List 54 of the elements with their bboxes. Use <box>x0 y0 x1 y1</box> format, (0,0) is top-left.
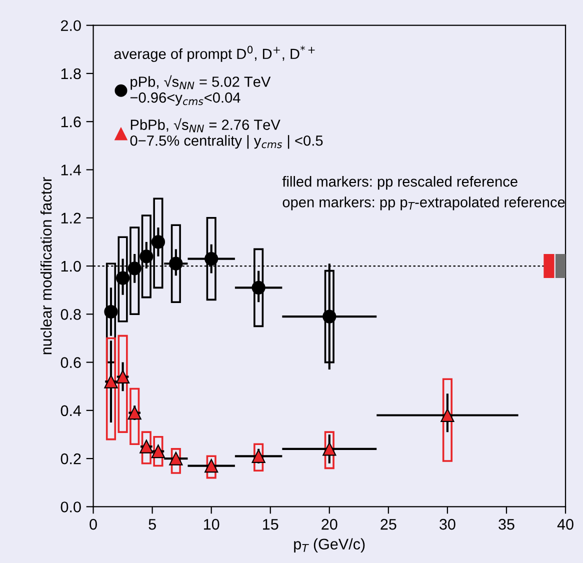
point <box>128 406 142 420</box>
x-axis-title: p$_{T}$ (GeV/c) <box>294 538 365 553</box>
x-tick-label: 10 <box>204 518 220 530</box>
y-tick-label: 0.6 <box>60 357 81 368</box>
x-tick-label: 0 <box>90 518 97 530</box>
legend-label: PbPb, √s$_{NN}$ = 2.76 TeV 0−7.5% centrality | y$_{cms}$ | <0.5 <box>130 118 323 149</box>
point <box>322 442 336 456</box>
x-tick-label: 30 <box>440 518 456 530</box>
point <box>204 252 218 266</box>
bar <box>170 448 181 474</box>
point <box>116 370 130 384</box>
point <box>252 280 266 294</box>
bar <box>544 254 554 278</box>
y-tick-label: 1.6 <box>61 116 81 128</box>
point <box>204 458 218 473</box>
y-tick-label: 0.4 <box>60 405 82 416</box>
point <box>151 444 166 458</box>
bar <box>206 455 216 479</box>
annotation: open markers: pp p$_{T}$-extrapolated reference <box>282 196 565 210</box>
point <box>140 250 154 264</box>
point <box>116 271 130 285</box>
x-tick-label: 20 <box>322 518 338 530</box>
point <box>104 374 118 388</box>
point <box>128 262 142 276</box>
point <box>104 304 118 319</box>
x-tick-label: 35 <box>498 518 514 530</box>
y-axis-title: nuclear modification factor <box>40 177 52 354</box>
point <box>322 310 336 324</box>
bar <box>170 224 181 304</box>
point <box>140 440 154 454</box>
point <box>169 256 183 270</box>
x-tick-label: 40 <box>557 518 574 530</box>
legend-title: average of prompt D$^{0}$, D$^{+}$, D$^{*+}$ <box>114 46 315 62</box>
y-tick-label: 1.4 <box>61 164 82 176</box>
y-tick-label: 2.0 <box>61 20 81 32</box>
y-tick-label: 1.8 <box>61 68 81 80</box>
y-tick-label: 0.0 <box>60 502 81 512</box>
bar <box>555 254 566 278</box>
y-tick-label: 0.2 <box>60 453 81 464</box>
bar <box>324 431 334 470</box>
annotation: filled markers: pp rescaled reference <box>282 176 518 190</box>
point <box>252 449 266 463</box>
point <box>169 452 183 466</box>
y-tick-label: 0.8 <box>60 309 81 320</box>
x-tick-label: 25 <box>380 518 396 530</box>
point <box>151 235 166 249</box>
x-tick-label: 15 <box>263 519 278 530</box>
y-tick-label: 1.0 <box>61 260 81 272</box>
x-tick-label: 5 <box>148 519 156 530</box>
bar <box>254 443 264 472</box>
y-tick-label: 1.2 <box>61 212 81 224</box>
bar <box>442 378 452 462</box>
point <box>440 408 454 422</box>
text: pPb, √s$_{NN}$ = 5.02 TeV −0.96<y$_{cms}$<0.04 <box>130 75 271 106</box>
